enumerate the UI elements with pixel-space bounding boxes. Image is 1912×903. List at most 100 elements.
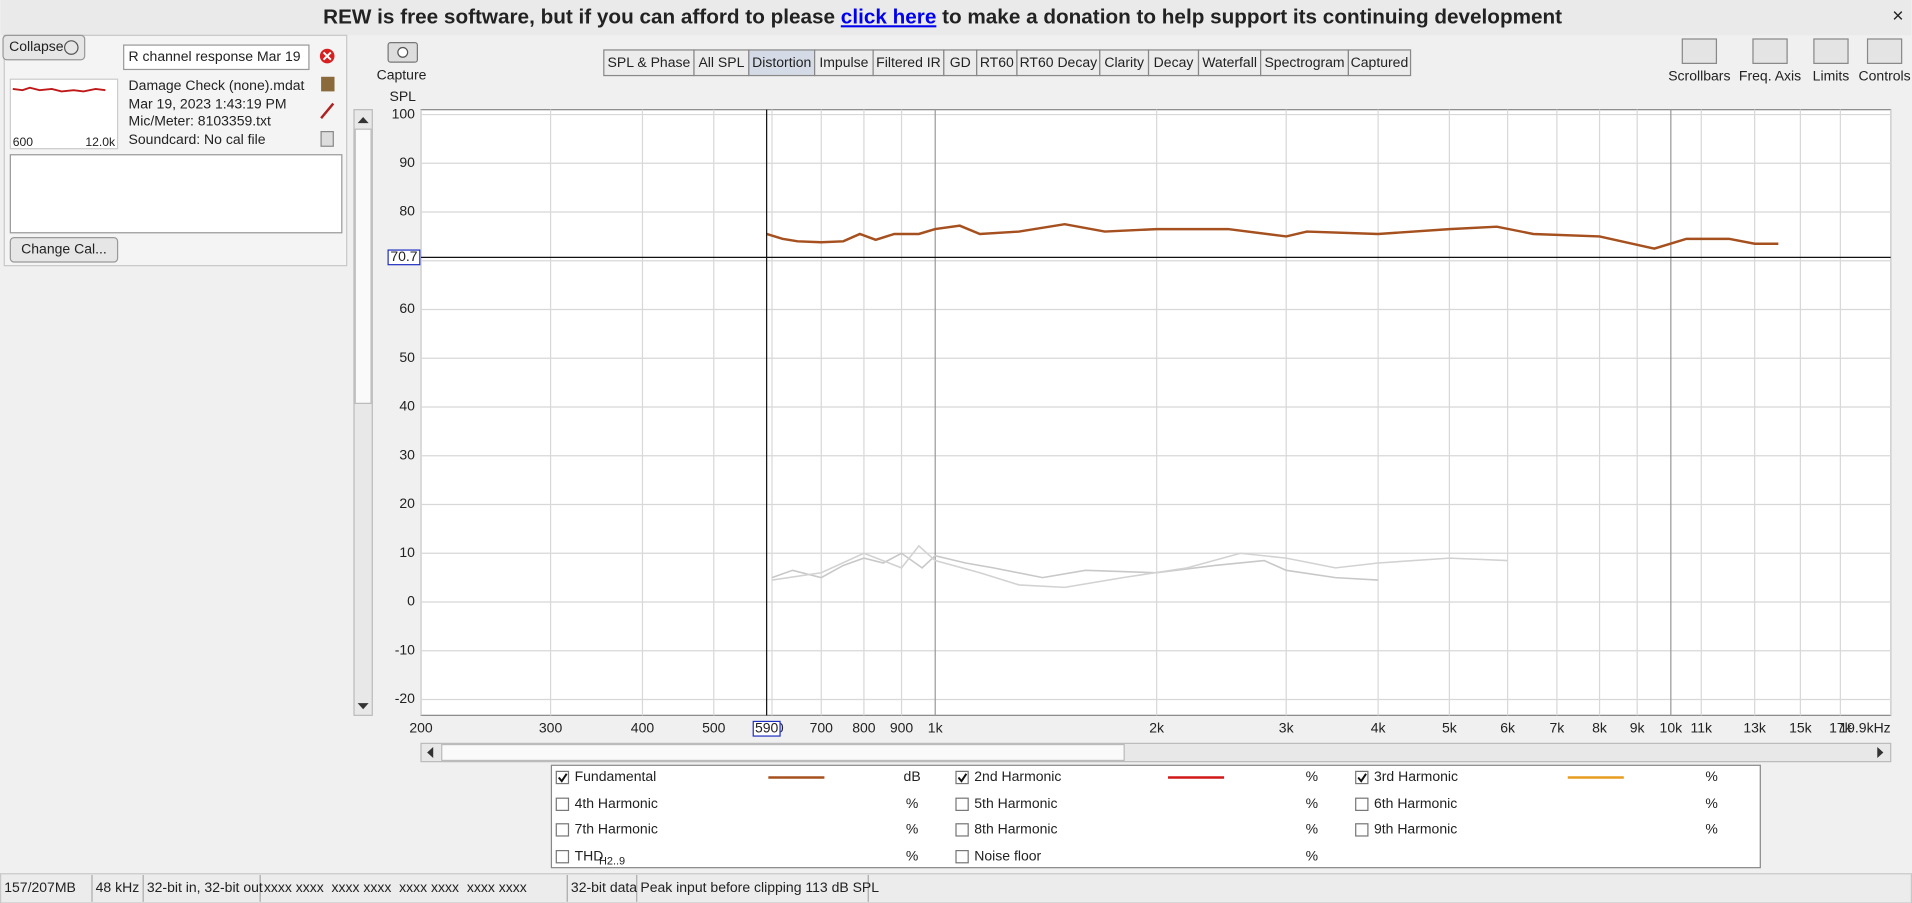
change-cal-label: Change Cal...: [21, 241, 107, 257]
h-scroll-thumb[interactable]: [441, 743, 1125, 762]
status-text: 32-bit data: [571, 879, 637, 895]
status-text: 157/207MB: [4, 879, 76, 895]
tab-label: Filtered IR: [876, 54, 941, 70]
tab-bar: SPL & Phase All SPL Distortion Impulse Filte…: [603, 49, 1412, 77]
checkmark: [557, 773, 568, 783]
cursor-y-box: [387, 249, 421, 266]
legend-label: 2nd Harmonic: [974, 768, 1061, 784]
legend: Fundamental dB 2nd Harmonic% 3rd Harmonic % 4…: [555, 768, 1718, 867]
x-tick-label: 8k: [1592, 719, 1608, 735]
legend-unit: %: [1705, 768, 1717, 784]
x-tick-label: 400: [631, 719, 655, 735]
legend-box: [550, 764, 1761, 869]
legend-label: Fundamental: [575, 768, 657, 784]
status-bar: [0, 873, 1912, 903]
tool-label: Limits: [1813, 67, 1850, 83]
checkbox[interactable]: [555, 823, 570, 837]
checkbox[interactable]: [955, 797, 969, 811]
y-tick-label: -20: [395, 690, 415, 706]
tab-label: RT60: [980, 54, 1014, 70]
checkmark: [957, 773, 968, 783]
tab[interactable]: [748, 49, 816, 77]
curve: [771, 552, 1379, 581]
checkbox[interactable]: [555, 849, 570, 864]
legend-label: THD: [575, 847, 604, 863]
plot-area: [420, 109, 1892, 716]
tab[interactable]: [814, 49, 874, 77]
checkbox[interactable]: [1355, 797, 1369, 811]
tool-icon[interactable]: [1813, 38, 1849, 64]
legend-unit: %: [1306, 847, 1318, 863]
close-button[interactable]: ×: [1892, 5, 1903, 27]
y-tick-label: 80: [399, 203, 415, 219]
change-cal-button[interactable]: [9, 237, 119, 263]
edit-icon[interactable]: [320, 102, 335, 119]
legend-label: 5th Harmonic: [974, 795, 1057, 811]
x-tick-label: 700: [810, 719, 834, 735]
tool-icon[interactable]: [1866, 38, 1903, 64]
tool-icon[interactable]: [1752, 38, 1788, 64]
status-cells: 157/207MB 48 kHz 32-bit in, 32-bit out xxxx…: [4, 874, 879, 902]
capture-lens: [397, 46, 409, 58]
curve: [771, 544, 1508, 589]
legend-unit: %: [1705, 821, 1717, 837]
tool-label: Controls: [1859, 67, 1911, 83]
x-tick-label: 9k: [1630, 719, 1646, 735]
collapse-button[interactable]: [2, 34, 86, 61]
x-tick-label: 900: [890, 719, 914, 735]
file-name: Damage Check (none).mdat: [129, 77, 305, 93]
tab-label: Clarity: [1104, 54, 1144, 70]
tool-icon[interactable]: [1681, 38, 1718, 64]
measurement-name: R channel response Mar 19: [129, 48, 301, 64]
checkbox[interactable]: [555, 797, 570, 811]
notes-icon[interactable]: [320, 131, 334, 147]
status-text: Peak input before clipping 113 dB SPL: [640, 879, 879, 895]
y-tick-label: 10: [399, 544, 415, 560]
tool-label: Freq. Axis: [1739, 67, 1801, 83]
x-tick-label: 13k: [1743, 719, 1767, 735]
soundcard: Soundcard: No cal file: [129, 131, 266, 147]
tab-label: Waterfall: [1202, 54, 1257, 70]
legend-label: 4th Harmonic: [575, 795, 658, 811]
legend-label: 8th Harmonic: [974, 821, 1057, 837]
thumbnail-high: 12.0k: [85, 135, 116, 149]
x-tick-label: 300: [539, 719, 563, 735]
x-tick-label: 6k: [1500, 719, 1516, 735]
y-tick-label: 40: [399, 398, 415, 414]
donate-link[interactable]: click here: [841, 6, 937, 29]
tab[interactable]: [872, 49, 945, 77]
tab[interactable]: [1197, 49, 1262, 77]
x-tick-label: 15k: [1789, 719, 1813, 735]
tab[interactable]: [1260, 49, 1350, 77]
tab[interactable]: [603, 49, 695, 77]
name-field[interactable]: [123, 44, 310, 71]
x-tick-label: 500: [702, 719, 726, 735]
tab-label: Captured: [1351, 54, 1409, 70]
tab[interactable]: [1016, 49, 1101, 77]
v-scroll-thumb[interactable]: [354, 128, 372, 404]
legend-unit: %: [906, 821, 918, 837]
tab[interactable]: [1347, 49, 1412, 77]
checkbox[interactable]: [955, 849, 969, 864]
tab[interactable]: [1147, 49, 1200, 77]
legend-unit: dB: [904, 768, 921, 784]
tab[interactable]: [1099, 49, 1150, 77]
x-tick-label: 10k: [1660, 719, 1684, 735]
notes-area[interactable]: [9, 154, 343, 234]
tab[interactable]: [976, 49, 1018, 77]
save-icon[interactable]: [321, 76, 335, 92]
legend-sub: H2..9: [599, 855, 625, 867]
legend-unit: %: [906, 847, 918, 863]
checkbox[interactable]: [1355, 823, 1369, 837]
legend-label: Noise floor: [974, 847, 1041, 863]
status-text: xxxx xxxx xxxx xxxx xxxx xxxx xxxx xxxx: [264, 879, 527, 895]
legend-unit: %: [1705, 795, 1717, 811]
checkbox[interactable]: [955, 823, 969, 837]
y-tick-label: 20: [399, 495, 415, 511]
y-tick-label: 100: [392, 105, 416, 121]
tab-label: GD: [950, 54, 971, 70]
x-tick-label: 5k: [1442, 719, 1458, 735]
legend-label: 9th Harmonic: [1374, 821, 1457, 837]
